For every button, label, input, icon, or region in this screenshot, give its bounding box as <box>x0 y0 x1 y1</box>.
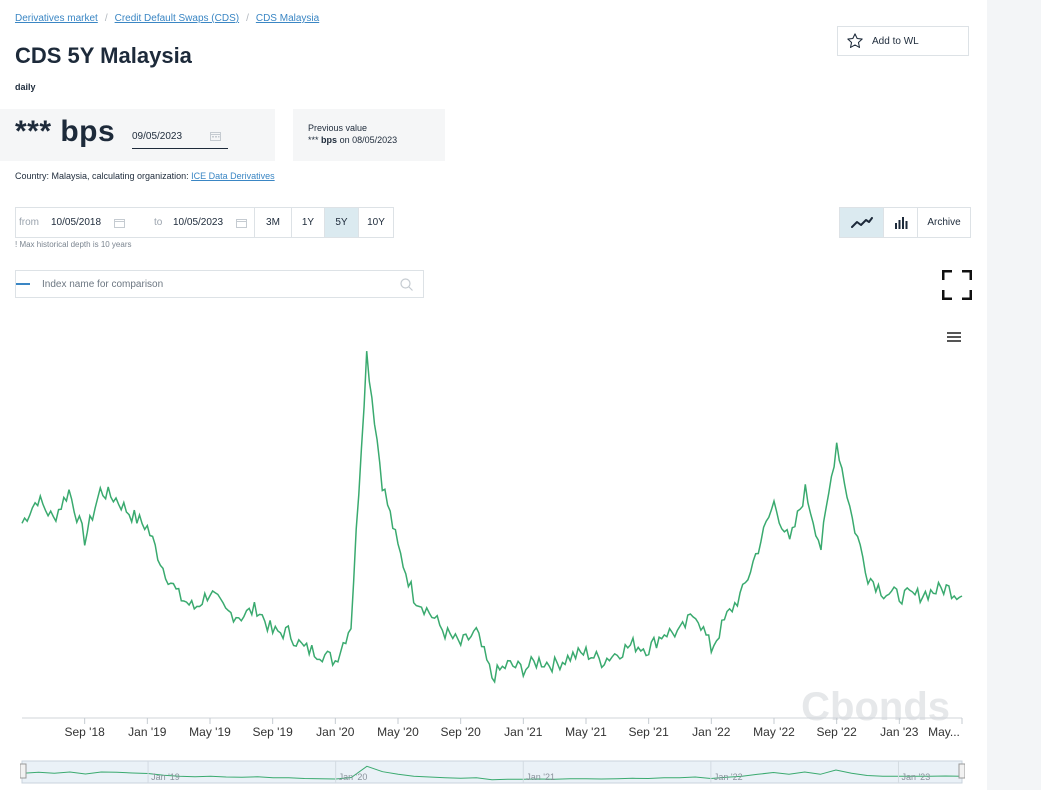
period-5y-button[interactable]: 5Y <box>325 208 359 237</box>
x-tick-label: Jan '19 <box>128 725 167 739</box>
series-layer <box>21 351 963 684</box>
navigator-left-handle[interactable] <box>20 763 27 779</box>
comparison-search <box>15 270 424 298</box>
navigator-series-line <box>22 765 962 781</box>
cbonds-watermark: Cbonds <box>801 685 950 729</box>
x-tick-label: Jan '22 <box>692 725 731 739</box>
previous-value: *** bps on 08/05/2023 <box>308 135 397 145</box>
country-info-text: Country: Malaysia, calculating organizat… <box>15 171 189 181</box>
max-depth-note: ! Max historical depth is 10 years <box>15 240 132 249</box>
breadcrumb-cds-malaysia[interactable]: CDS Malaysia <box>255 13 320 24</box>
x-tick-label: Jan '21 <box>504 725 543 739</box>
navigator-tick-label: Jan '21 <box>526 772 555 782</box>
from-date-input[interactable]: 10/05/2018 <box>51 217 102 228</box>
x-tick-label: May '20 <box>377 725 419 739</box>
from-calendar-icon[interactable] <box>114 218 125 228</box>
bar-chart-icon <box>894 216 907 229</box>
fullscreen-icon[interactable] <box>942 270 972 300</box>
previous-value-number: *** <box>308 135 319 145</box>
chart-menu-icon[interactable] <box>946 330 962 344</box>
calendar-icon[interactable] <box>210 131 221 141</box>
chart-view-selector: Archive <box>839 207 971 238</box>
navigator-tick-label: Jan '23 <box>901 772 930 782</box>
date-range-inputs: from 10/05/2018 to 10/05/2023 <box>16 208 255 237</box>
x-tick-label: May '19 <box>189 725 231 739</box>
country-info: Country: Malaysia, calculating organizat… <box>15 171 275 181</box>
breadcrumb-cds[interactable]: Credit Default Swaps (CDS) <box>114 13 240 24</box>
frequency-label: daily <box>15 82 36 92</box>
x-tick-label: May '21 <box>565 725 607 739</box>
current-value: *** bps <box>15 115 116 148</box>
x-tick-label: Sep '19 <box>253 725 294 739</box>
line-chart-button[interactable] <box>840 208 884 237</box>
x-tick-label: May... <box>928 725 960 739</box>
previous-value-date: 08/05/2023 <box>352 135 398 145</box>
page-scrollbar-gutter[interactable] <box>987 0 1041 790</box>
navigator-tick-label: Jan '22 <box>714 772 743 782</box>
from-label: from <box>19 217 39 228</box>
to-date-input[interactable]: 10/05/2023 <box>173 217 224 228</box>
to-calendar-icon[interactable] <box>236 218 247 228</box>
x-axis-ticks: Sep '18 Jan '19 May '19 Sep '19 Jan '20 May '… <box>65 718 963 739</box>
previous-value-panel <box>293 109 445 161</box>
range-navigator[interactable]: Jan '19 Jan '20 Jan '21 Jan '22 Jan '23 <box>20 760 965 786</box>
navigator-tick-label: Jan '20 <box>339 772 368 782</box>
x-tick-label: Sep '20 <box>441 725 482 739</box>
add-to-watchlist-label: Add to WL <box>872 35 919 47</box>
period-1y-button[interactable]: 1Y <box>292 208 325 237</box>
x-tick-label: Jan '23 <box>880 725 919 739</box>
previous-value-on: on <box>339 135 350 145</box>
bar-chart-button[interactable] <box>884 208 918 237</box>
navigator-tick-label: Jan '19 <box>151 772 180 782</box>
cds-series-line <box>21 351 963 684</box>
add-to-watchlist-button[interactable]: Add to WL <box>837 26 969 56</box>
star-icon <box>847 33 863 48</box>
page-title: CDS 5Y Malaysia <box>15 43 192 68</box>
to-label: to <box>154 217 163 228</box>
breadcrumb: Derivatives market / Credit Default Swaps … <box>15 13 320 24</box>
x-tick-label: Sep '21 <box>629 725 670 739</box>
previous-value-unit: bps <box>321 135 338 145</box>
line-chart-icon <box>850 216 873 228</box>
navigator-series <box>22 765 962 781</box>
breadcrumb-derivatives-market[interactable]: Derivatives market <box>15 13 98 24</box>
period-10y-button[interactable]: 10Y <box>367 217 385 228</box>
comparison-search-input[interactable] <box>40 277 400 291</box>
x-tick-label: Sep '18 <box>65 725 106 739</box>
date-range-selector: from 10/05/2018 to 10/05/2023 3M 1Y 5Y 1… <box>15 207 394 238</box>
x-tick-label: May '22 <box>753 725 795 739</box>
search-icon[interactable] <box>400 277 413 291</box>
previous-value-label: Previous value <box>308 123 368 133</box>
cds-line-chart[interactable]: Cbonds Sep '18 Jan '19 May '19 Sep '19 Jan '… <box>0 300 985 745</box>
calculating-organization-link[interactable]: ICE Data Derivatives <box>191 171 275 181</box>
navigator-right-handle[interactable] <box>958 763 965 779</box>
navigator-ticks: Jan '19 Jan '20 Jan '21 Jan '22 Jan '23 <box>147 761 930 783</box>
comparison-series-marker <box>16 283 30 285</box>
period-3m-button[interactable]: 3M <box>255 208 292 237</box>
archive-button[interactable]: Archive <box>927 217 961 228</box>
x-tick-label: Jan '20 <box>316 725 355 739</box>
x-tick-label: Sep '22 <box>817 725 858 739</box>
